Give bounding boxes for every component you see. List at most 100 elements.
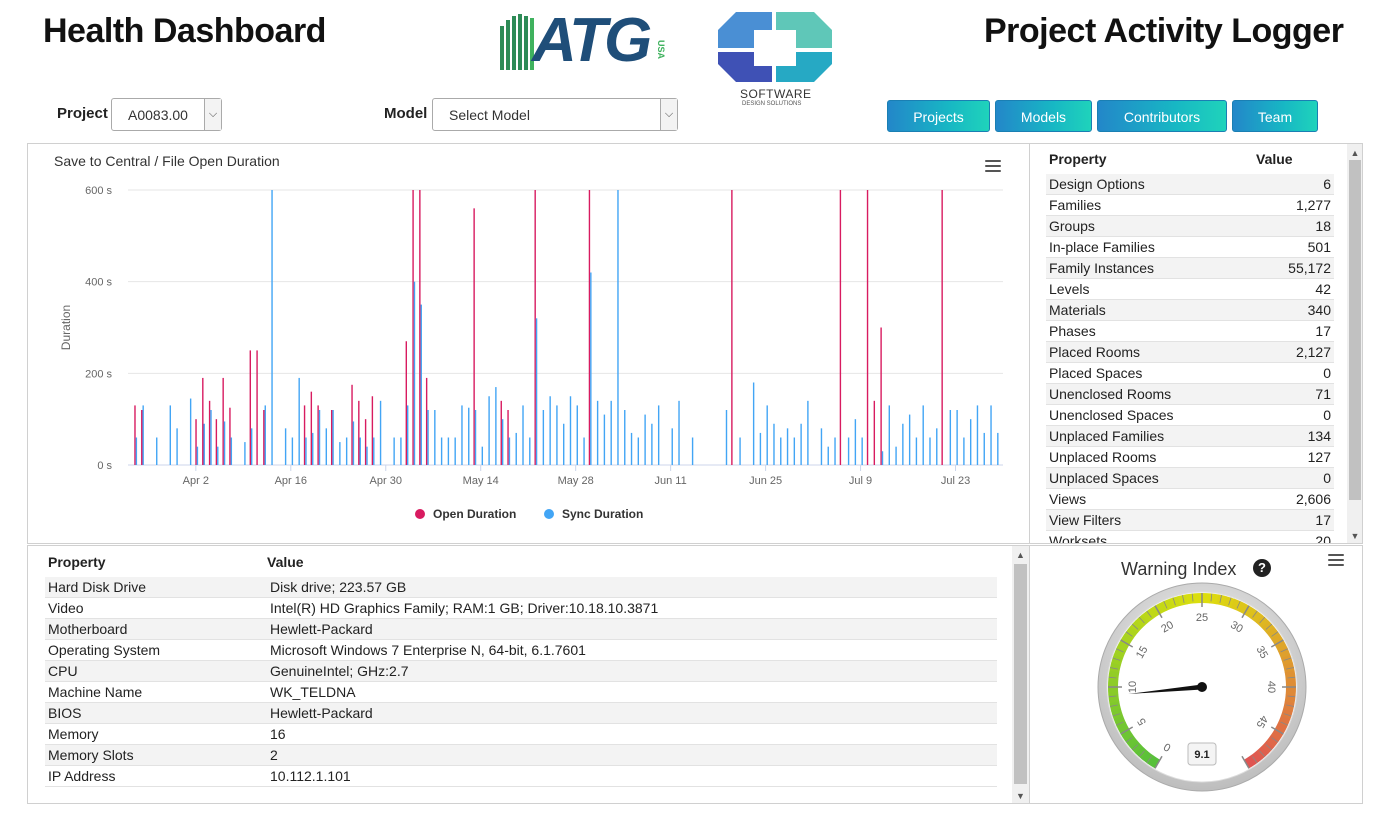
sync-duration-bar[interactable] (576, 405, 578, 465)
sync-duration-bar[interactable] (617, 190, 619, 465)
machine-scrollbar[interactable]: ▲ ▼ (1012, 546, 1029, 803)
sync-duration-bar[interactable] (976, 405, 979, 465)
legend-label[interactable]: Open Duration (433, 507, 516, 521)
sync-duration-bar[interactable] (400, 437, 402, 466)
sync-duration-bar[interactable] (271, 190, 273, 465)
sync-duration-bar[interactable] (596, 400, 599, 465)
sync-duration-bar[interactable] (854, 419, 857, 465)
open-duration-bar[interactable] (588, 190, 591, 465)
sync-duration-bar[interactable] (203, 423, 205, 465)
sync-duration-bar[interactable] (590, 272, 592, 466)
sync-duration-bar[interactable] (305, 437, 307, 466)
sync-duration-bar[interactable] (671, 428, 673, 465)
sync-duration-bar[interactable] (556, 405, 558, 465)
sync-duration-bar[interactable] (529, 437, 531, 466)
team-button[interactable]: Team (1232, 100, 1318, 132)
open-duration-bar[interactable] (330, 410, 333, 465)
legend-marker[interactable] (415, 509, 425, 519)
open-duration-bar[interactable] (371, 396, 374, 465)
sync-duration-bar[interactable] (997, 432, 999, 465)
sync-duration-bar[interactable] (298, 377, 300, 465)
sync-duration-bar[interactable] (481, 446, 484, 465)
sync-duration-bar[interactable] (725, 410, 728, 465)
open-duration-bar[interactable] (222, 377, 224, 465)
sync-duration-bar[interactable] (569, 396, 572, 465)
open-duration-bar[interactable] (534, 190, 536, 465)
open-duration-bar[interactable] (364, 419, 367, 465)
sync-duration-bar[interactable] (888, 405, 890, 465)
scroll-up-icon[interactable]: ▲ (1350, 148, 1360, 158)
sync-duration-bar[interactable] (963, 437, 965, 466)
sync-duration-bar[interactable] (583, 437, 585, 466)
open-duration-bar[interactable] (351, 384, 353, 465)
open-duration-bar[interactable] (473, 208, 475, 465)
sync-duration-bar[interactable] (393, 437, 395, 466)
sync-duration-bar[interactable] (189, 398, 192, 465)
scroll-down-icon[interactable]: ▼ (1016, 791, 1025, 801)
open-duration-bar[interactable] (731, 190, 733, 465)
sync-duration-bar[interactable] (230, 437, 233, 466)
sync-duration-bar[interactable] (780, 437, 782, 466)
sync-duration-bar[interactable] (379, 400, 382, 465)
sync-duration-bar[interactable] (468, 407, 470, 465)
sync-duration-bar[interactable] (983, 432, 985, 465)
sync-duration-bar[interactable] (447, 437, 450, 466)
sync-duration-bar[interactable] (861, 437, 863, 466)
sync-duration-bar[interactable] (420, 304, 422, 465)
sync-duration-bar[interactable] (508, 437, 511, 466)
help-icon[interactable]: ? (1253, 559, 1271, 577)
sync-duration-bar[interactable] (196, 446, 199, 465)
sync-duration-bar[interactable] (651, 423, 653, 465)
project-select[interactable]: A0083.00 ⌵ (111, 98, 222, 131)
sync-duration-bar[interactable] (407, 405, 409, 465)
sync-duration-bar[interactable] (949, 410, 952, 465)
open-duration-bar[interactable] (405, 341, 408, 465)
sync-duration-bar[interactable] (759, 432, 762, 465)
sync-duration-bar[interactable] (135, 437, 138, 466)
sync-duration-bar[interactable] (603, 414, 606, 465)
sync-duration-bar[interactable] (359, 437, 361, 466)
sync-duration-bar[interactable] (936, 428, 938, 465)
scroll-up-icon[interactable]: ▲ (1016, 550, 1025, 560)
sync-duration-bar[interactable] (969, 419, 972, 465)
sync-duration-bar[interactable] (807, 400, 809, 465)
sync-duration-bar[interactable] (264, 405, 266, 465)
models-button[interactable]: Models (995, 100, 1092, 132)
sync-duration-bar[interactable] (488, 396, 490, 465)
sync-duration-bar[interactable] (895, 446, 897, 465)
open-duration-bar[interactable] (507, 410, 509, 465)
sync-duration-bar[interactable] (522, 405, 524, 465)
model-select[interactable]: Select Model ⌵ (432, 98, 678, 131)
open-duration-bar[interactable] (866, 190, 869, 465)
sync-duration-bar[interactable] (352, 421, 355, 465)
sync-duration-bar[interactable] (990, 405, 992, 465)
sync-duration-bar[interactable] (624, 410, 626, 465)
gauge-menu-icon[interactable] (1328, 554, 1344, 568)
sync-duration-bar[interactable] (250, 428, 253, 465)
sync-duration-bar[interactable] (827, 446, 829, 465)
sync-duration-bar[interactable] (691, 437, 694, 466)
sync-duration-bar[interactable] (535, 318, 538, 465)
sync-duration-bar[interactable] (820, 428, 823, 465)
sync-duration-bar[interactable] (291, 437, 294, 466)
open-duration-bar[interactable] (303, 405, 306, 465)
sync-duration-bar[interactable] (657, 405, 660, 465)
sync-duration-bar[interactable] (922, 405, 924, 465)
sync-duration-bar[interactable] (847, 437, 850, 466)
sync-duration-bar[interactable] (223, 421, 226, 465)
open-duration-bar[interactable] (419, 190, 421, 465)
sync-duration-bar[interactable] (915, 437, 918, 466)
sync-duration-bar[interactable] (332, 410, 334, 465)
legend-marker[interactable] (544, 509, 554, 519)
open-duration-bar[interactable] (358, 400, 360, 465)
sync-duration-bar[interactable] (929, 437, 931, 466)
sync-duration-bar[interactable] (834, 437, 836, 466)
sync-duration-bar[interactable] (373, 437, 375, 466)
sync-duration-bar[interactable] (786, 428, 789, 465)
sync-duration-bar[interactable] (956, 410, 958, 465)
open-duration-bar[interactable] (941, 190, 943, 465)
sync-duration-bar[interactable] (501, 419, 504, 465)
open-duration-bar[interactable] (195, 419, 197, 465)
open-duration-bar[interactable] (880, 327, 882, 466)
open-duration-bar[interactable] (412, 190, 414, 465)
